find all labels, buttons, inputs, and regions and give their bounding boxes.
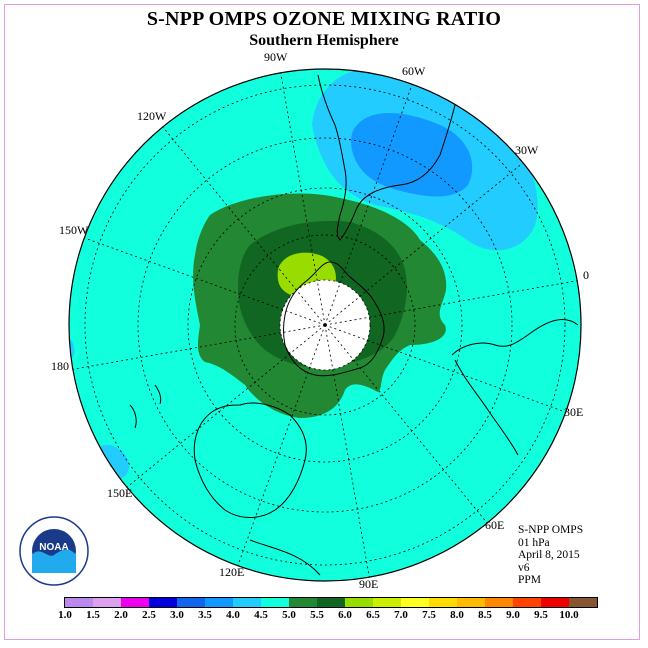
colorbar-swatch xyxy=(317,598,345,607)
latitude-circle xyxy=(279,279,371,371)
colorbar-tick-label: 9.0 xyxy=(506,609,520,621)
colorbar-swatch xyxy=(485,598,513,607)
colorbar-swatch xyxy=(569,598,597,607)
colorbar-swatch xyxy=(65,598,93,607)
lon-label-30e: 30E xyxy=(564,405,584,419)
colorbar-tick-label: 4.5 xyxy=(254,609,268,621)
colorbar-tick-label: 6.0 xyxy=(338,609,352,621)
pole-marker xyxy=(323,323,327,327)
latitude-circle xyxy=(84,84,566,566)
info-version: v6 xyxy=(518,561,530,574)
lon-label-180: 180 xyxy=(51,359,69,373)
lon-label-90e: 90E xyxy=(359,577,379,591)
colorbar-swatch xyxy=(233,598,261,607)
lon-label-90w: 90W xyxy=(264,50,288,64)
colorbar-tick-label: 2.5 xyxy=(142,609,156,621)
colorbar-swatch xyxy=(429,598,457,607)
lon-label-120e: 120E xyxy=(219,565,245,579)
colorbar-swatch xyxy=(177,598,205,607)
info-instrument: S-NPP OMPS xyxy=(518,524,584,536)
lon-label-60e: 60E xyxy=(485,518,505,532)
colorbar-tick-label: 9.5 xyxy=(534,609,548,621)
colorbar-swatch xyxy=(149,598,177,607)
coastline-africa xyxy=(451,319,579,456)
colorbar-swatch xyxy=(457,598,485,607)
lon-label-0: 0 xyxy=(583,268,589,282)
map-boundary xyxy=(68,68,582,582)
noaa-logo-text: NOAA xyxy=(39,542,68,553)
colorbar-tick-label: 5.5 xyxy=(310,609,324,621)
colorbar-tick-label: 7.5 xyxy=(422,609,436,621)
colorbar-tick-label: 8.0 xyxy=(450,609,464,621)
colorbar-tick-label: 1.0 xyxy=(58,609,72,621)
info-date: April 8, 2015 xyxy=(518,549,580,561)
lon-label-30w: 30W xyxy=(515,143,539,157)
colorbar-tick-label: 7.0 xyxy=(394,609,408,621)
info-units: PPM xyxy=(518,574,542,586)
colorbar-tick-label: 10.0 xyxy=(559,609,579,621)
colorbar-tick-label: 8.5 xyxy=(478,609,492,621)
colorbar-swatch xyxy=(205,598,233,607)
info-pressure-level: 01 hPa xyxy=(518,536,550,549)
colorbar-swatch xyxy=(261,598,289,607)
colorbar-swatch xyxy=(541,598,569,607)
info-block: S-NPP OMPS 01 hPa April 8, 2015 v6 PPM xyxy=(518,524,583,587)
colorbar xyxy=(64,597,598,608)
noaa-logo: NOAA xyxy=(19,516,89,586)
colorbar-swatch xyxy=(513,598,541,607)
colorbar-tick-label: 6.5 xyxy=(366,609,380,621)
lon-label-150w: 150W xyxy=(59,223,89,237)
colorbar-swatch xyxy=(289,598,317,607)
latitude-circle xyxy=(137,137,513,513)
colorbar-swatch xyxy=(121,598,149,607)
latitude-circle xyxy=(187,187,463,463)
colorbar-swatch xyxy=(345,598,373,607)
map-title: S-NPP OMPS OZONE MIXING RATIO xyxy=(146,8,502,30)
lon-label-120w: 120W xyxy=(137,109,167,123)
colorbar-tick-label: 3.5 xyxy=(198,609,212,621)
colorbar-tick-label: 1.5 xyxy=(86,609,100,621)
meridian-lines xyxy=(69,69,581,581)
colorbar-swatch xyxy=(93,598,121,607)
colorbar-tick-label: 3.0 xyxy=(170,609,184,621)
coastline-new-zealand xyxy=(129,384,162,429)
page-frame xyxy=(4,4,640,640)
coastline-south-america xyxy=(317,71,471,241)
coastline-australia xyxy=(193,402,307,518)
colorbar-tick-label: 4.0 xyxy=(226,609,240,621)
latitude-circle xyxy=(234,234,416,416)
coastline-antarctica xyxy=(283,261,385,377)
coastline-indonesia xyxy=(249,539,321,576)
colorbar-swatch xyxy=(373,598,401,607)
ozone-region-low-edge-left xyxy=(69,330,75,361)
lon-label-60w: 60W xyxy=(402,64,426,78)
lon-label-150e: 150E xyxy=(107,486,133,500)
map-subtitle: Southern Hemisphere xyxy=(249,32,399,49)
colorbar-swatch xyxy=(401,598,429,607)
colorbar-tick-label: 2.0 xyxy=(114,609,128,621)
ozone-region-lower xyxy=(351,112,473,197)
colorbar-tick-label: 5.0 xyxy=(282,609,296,621)
